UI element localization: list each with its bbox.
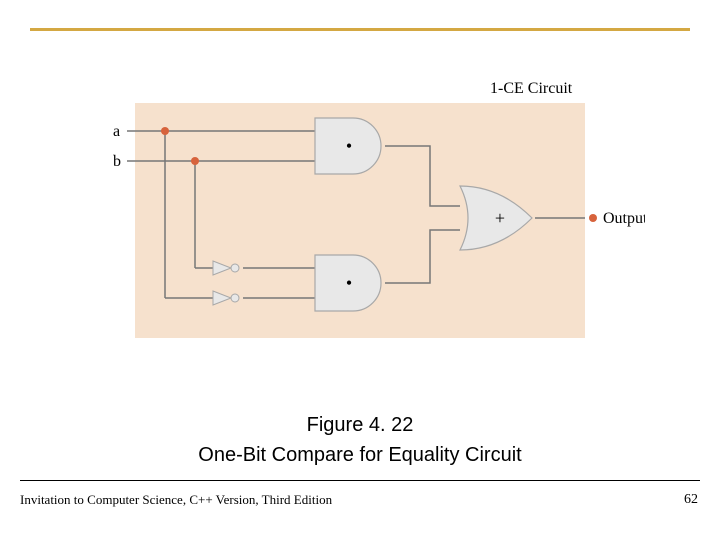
svg-text:1-CE Circuit: 1-CE Circuit: [490, 80, 573, 97]
footer-book-title: Invitation to Computer Science, C++ Vers…: [20, 492, 332, 508]
page-number: 62: [684, 492, 698, 508]
svg-text:a: a: [113, 123, 120, 140]
figure-caption: Figure 4. 22 One-Bit Compare for Equalit…: [0, 410, 720, 470]
caption-line2: One-Bit Compare for Equality Circuit: [0, 440, 720, 470]
svg-text:•: •: [346, 273, 352, 293]
bottom-rule: [20, 480, 700, 481]
top-rule: [30, 28, 690, 31]
circuit-diagram: 1-CE Circuit • • + ab Output: [95, 58, 645, 358]
caption-line1: Figure 4. 22: [0, 410, 720, 440]
svg-text:b: b: [113, 153, 121, 170]
svg-text:Output: Output: [603, 210, 645, 227]
svg-text:•: •: [346, 136, 352, 156]
svg-text:+: +: [495, 208, 505, 228]
circuit-svg: 1-CE Circuit • • + ab Output: [95, 58, 645, 358]
